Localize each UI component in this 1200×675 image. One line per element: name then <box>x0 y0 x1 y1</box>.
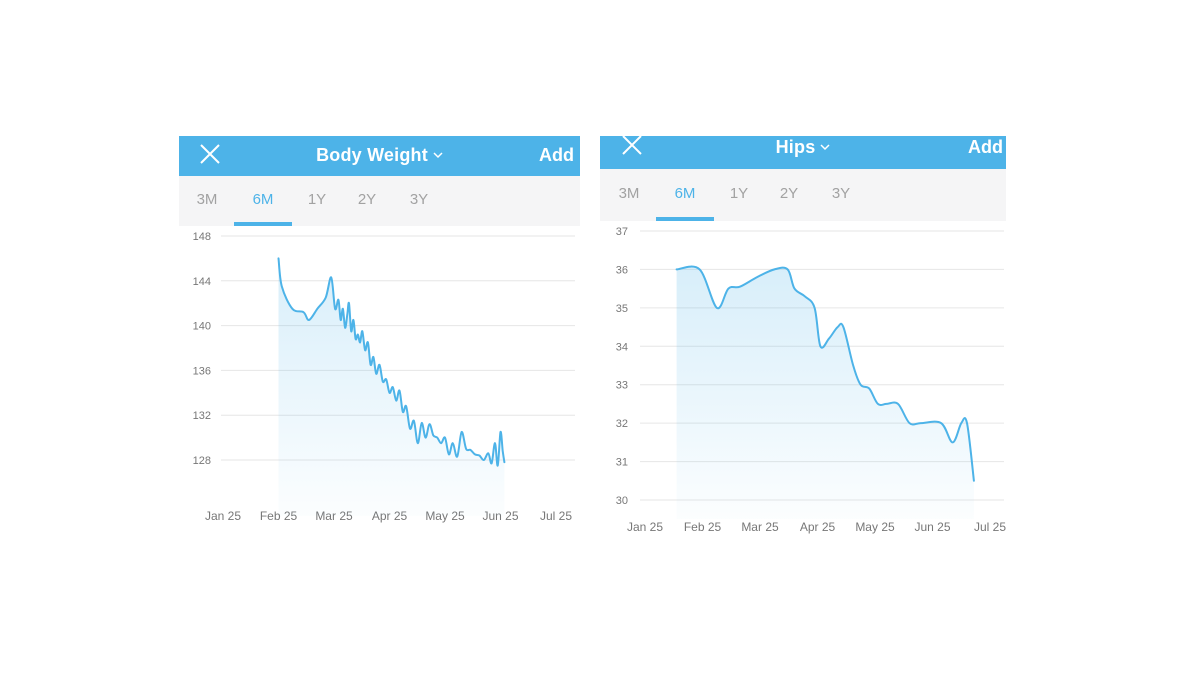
y-tick-label: 136 <box>193 365 211 377</box>
tab-3m[interactable]: 3M <box>178 176 236 226</box>
x-tick-label: May 25 <box>855 520 895 534</box>
add-button[interactable]: Add <box>539 145 574 165</box>
active-tab-indicator <box>234 222 292 226</box>
x-tick-label: Jan 25 <box>627 520 663 534</box>
body-weight-panel: Body Weight Add 3M 6M 1Y 2Y 3Y 128 132 136 140 1… <box>179 136 580 546</box>
x-tick-label: Apr 25 <box>800 520 836 534</box>
y-tick-label: 132 <box>193 410 211 422</box>
series-area <box>278 258 505 516</box>
x-tick-label: Jul 25 <box>540 509 572 523</box>
range-tabs: 3M 6M 1Y 2Y 3Y <box>179 176 580 226</box>
y-tick-label: 30 <box>616 495 628 507</box>
y-tick-label: 144 <box>193 276 211 288</box>
tab-3y[interactable]: 3Y <box>812 169 870 221</box>
y-tick-label: 37 <box>616 226 628 238</box>
tab-1y[interactable]: 1Y <box>288 176 346 226</box>
active-tab-indicator <box>656 217 714 221</box>
add-button[interactable]: Add <box>968 137 1003 157</box>
header-bar: Hips Add <box>600 134 1006 169</box>
tab-label: 2Y <box>357 191 377 208</box>
x-tick-label: Jan 25 <box>205 509 241 523</box>
hips-chart: 30 31 32 33 34 35 36 37 Jan 25 Feb 25 Mar 25 Apr 25… <box>616 226 1007 534</box>
chevron-down-icon <box>433 152 443 159</box>
tab-label: 1Y <box>307 191 327 208</box>
tab-1y[interactable]: 1Y <box>710 169 768 221</box>
header-bar: Body Weight Add <box>179 136 580 176</box>
x-tick-label: Feb 25 <box>684 520 722 534</box>
y-tick-label: 34 <box>616 341 628 353</box>
y-tick-label: 36 <box>616 264 628 276</box>
metric-title: Hips <box>775 137 816 157</box>
tab-2y[interactable]: 2Y <box>760 169 818 221</box>
metric-title-dropdown[interactable]: Body Weight <box>316 145 443 166</box>
tab-label: 1Y <box>729 185 749 202</box>
tab-label: 2Y <box>779 185 799 202</box>
y-tick-label: 140 <box>193 321 211 333</box>
tab-label: 3M <box>196 191 218 208</box>
x-tick-label: Mar 25 <box>741 520 779 534</box>
hips-panel: Hips Add 3M 6M 1Y 2Y 3Y 30 31 32 33 34 35 36 37 Jan … <box>600 134 1007 546</box>
x-tick-label: Jul 25 <box>974 520 1006 534</box>
tab-label: 6M <box>252 191 274 208</box>
x-tick-label: Jun 25 <box>914 520 950 534</box>
series-line <box>675 265 975 482</box>
tab-2y[interactable]: 2Y <box>338 176 396 226</box>
series-line <box>277 257 506 467</box>
y-tick-label: 33 <box>616 380 628 392</box>
series-area <box>676 266 974 519</box>
tab-3m[interactable]: 3M <box>600 169 658 221</box>
y-tick-label: 32 <box>616 418 628 430</box>
tab-label: 3Y <box>409 191 429 208</box>
tab-label: 6M <box>674 185 696 202</box>
tab-6m[interactable]: 6M <box>656 169 714 221</box>
y-tick-label: 128 <box>193 455 211 467</box>
metric-title: Body Weight <box>316 145 428 165</box>
close-icon[interactable] <box>621 134 643 156</box>
tab-6m[interactable]: 6M <box>234 176 292 226</box>
chevron-down-icon <box>820 144 830 151</box>
metric-title-dropdown[interactable]: Hips <box>776 137 831 158</box>
tab-label: 3Y <box>831 185 851 202</box>
range-tabs: 3M 6M 1Y 2Y 3Y <box>600 169 1006 221</box>
y-tick-label: 31 <box>616 457 628 469</box>
close-icon[interactable] <box>199 143 221 165</box>
y-tick-label: 148 <box>193 231 211 243</box>
tab-3y[interactable]: 3Y <box>390 176 448 226</box>
y-tick-label: 35 <box>616 303 628 315</box>
tab-label: 3M <box>618 185 640 202</box>
